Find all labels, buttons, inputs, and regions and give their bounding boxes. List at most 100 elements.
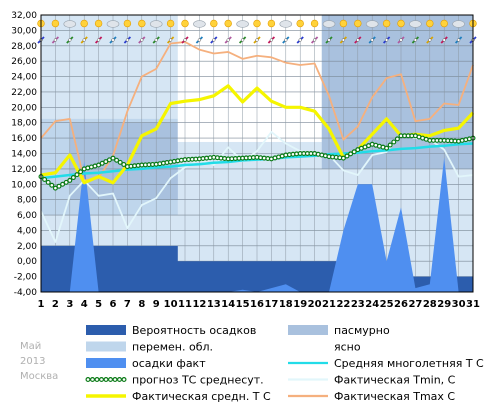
wind-dot-icon	[226, 38, 230, 42]
wind-dot-icon	[312, 38, 317, 42]
series-forecast-point	[121, 161, 127, 167]
x-tick-label: 21	[322, 299, 336, 310]
x-tick-label: 9	[153, 299, 160, 310]
series-forecast-point	[110, 155, 116, 161]
legend-label-clear: ясно	[334, 341, 361, 354]
series-forecast-point	[344, 153, 350, 159]
cloud-icon	[63, 20, 77, 28]
sun-icon	[339, 19, 348, 28]
legend-swatch-precip_fact	[86, 358, 126, 368]
x-tick-label: 27	[408, 299, 422, 310]
y-tick-label: 28,00	[11, 42, 37, 52]
x-tick-label: 16	[250, 299, 264, 310]
legend-swatch-forecast-dot	[107, 377, 113, 383]
series-forecast-point	[391, 139, 397, 145]
wind-dot-icon	[96, 38, 101, 42]
legend-label-norm: Средняя многолетняя Т С	[334, 357, 484, 370]
x-tick-label: 13	[207, 299, 221, 310]
cloud-icon	[365, 20, 379, 28]
y-tick-label: 20,00	[11, 103, 37, 113]
x-tick-label: 18	[279, 299, 293, 310]
series-forecast-point	[117, 159, 123, 165]
cloud-icon	[409, 20, 422, 28]
x-tick-label: 14	[221, 299, 235, 310]
series-forecast-point	[49, 182, 55, 188]
sky-clear-area	[177, 15, 322, 142]
wind-dot-icon	[255, 38, 259, 42]
series-forecast-point	[340, 155, 346, 161]
wind-dot-icon	[341, 38, 346, 42]
sun-icon	[166, 19, 175, 28]
x-tick-label: 10	[164, 299, 178, 310]
wind-dot-icon	[356, 38, 360, 42]
y-tick-label: 32,00	[11, 11, 37, 21]
side-city: Москва	[20, 371, 58, 382]
series-forecast-point	[63, 179, 69, 185]
y-tick-label: 16,00	[11, 134, 37, 144]
wind-dot-icon	[240, 38, 245, 42]
series-forecast-point	[45, 179, 51, 185]
y-tick-label: 2,00	[17, 242, 37, 252]
precip-actual-area	[41, 157, 473, 292]
legend-label-partly_cloudy: перемен. обл.	[132, 341, 213, 354]
side-caption: Май 2013 Москва	[20, 341, 58, 382]
x-tick-label: 15	[236, 299, 250, 310]
y-tick-label: 8,00	[17, 196, 37, 206]
sun-icon	[267, 19, 276, 28]
x-tick-label: 19	[293, 299, 307, 310]
series-forecast-point	[394, 136, 400, 142]
side-month: Май	[20, 341, 41, 352]
wind-dot-icon	[428, 38, 432, 42]
x-tick-label: 25	[380, 299, 394, 310]
y-tick-label: -2,00	[14, 273, 38, 283]
series-forecast-point	[60, 181, 66, 187]
cloud-icon	[236, 20, 249, 28]
legend-swatch-overcast	[288, 325, 328, 335]
temperature-lines	[38, 41, 476, 243]
wind-dot-icon	[168, 38, 173, 42]
cloud-icon	[322, 20, 336, 28]
x-tick-label: 28	[423, 299, 437, 310]
sun-icon	[310, 19, 319, 28]
sun-icon	[210, 19, 218, 28]
y-tick-label: 18,00	[11, 119, 37, 129]
x-tick-label: 23	[351, 299, 365, 310]
wind-dot-icon	[284, 38, 288, 42]
sky-overcast-area	[69, 122, 178, 200]
legend-swatch-forecast-dot	[85, 377, 91, 383]
legend-label-overcast: пасмурно	[334, 324, 390, 337]
wind-dot-icon	[111, 38, 115, 42]
weather-icons-row	[37, 19, 477, 44]
wind-dot-icon	[327, 38, 331, 42]
wind-dot-icon	[456, 38, 461, 42]
x-tick-label: 17	[264, 299, 278, 310]
legend-swatch-forecast-dot	[112, 377, 118, 383]
x-tick-label: 29	[437, 299, 451, 310]
wind-dot-icon	[413, 38, 418, 42]
wind-dot-icon	[399, 38, 403, 42]
sun-icon	[94, 19, 103, 28]
x-tick-label: 11	[178, 299, 192, 310]
y-tick-label: 22,00	[11, 88, 37, 98]
precipitation-actual	[41, 157, 473, 292]
sun-icon	[382, 19, 391, 28]
sun-icon	[253, 19, 261, 28]
legend-swatch-forecast-dot	[121, 377, 127, 383]
x-tick-label: 12	[192, 299, 206, 310]
y-tick-label: -4,00	[14, 288, 38, 298]
x-tick-label: 5	[95, 299, 102, 310]
legend-swatch-forecast-dot	[89, 377, 95, 383]
wind-dot-icon	[298, 38, 302, 42]
x-tick-label: 24	[365, 299, 379, 310]
series-forecast-point	[114, 157, 120, 163]
sun-icon	[426, 19, 434, 28]
legend-swatch-clear	[288, 341, 328, 352]
wind-dot-icon	[183, 38, 187, 42]
x-tick-label: 2	[52, 299, 59, 310]
wind-dot-icon	[370, 38, 374, 42]
series-forecast-point	[351, 149, 357, 155]
series-forecast-point	[74, 172, 80, 178]
sun-icon	[138, 19, 146, 28]
axes	[40, 14, 474, 293]
cloud-icon	[452, 20, 465, 28]
